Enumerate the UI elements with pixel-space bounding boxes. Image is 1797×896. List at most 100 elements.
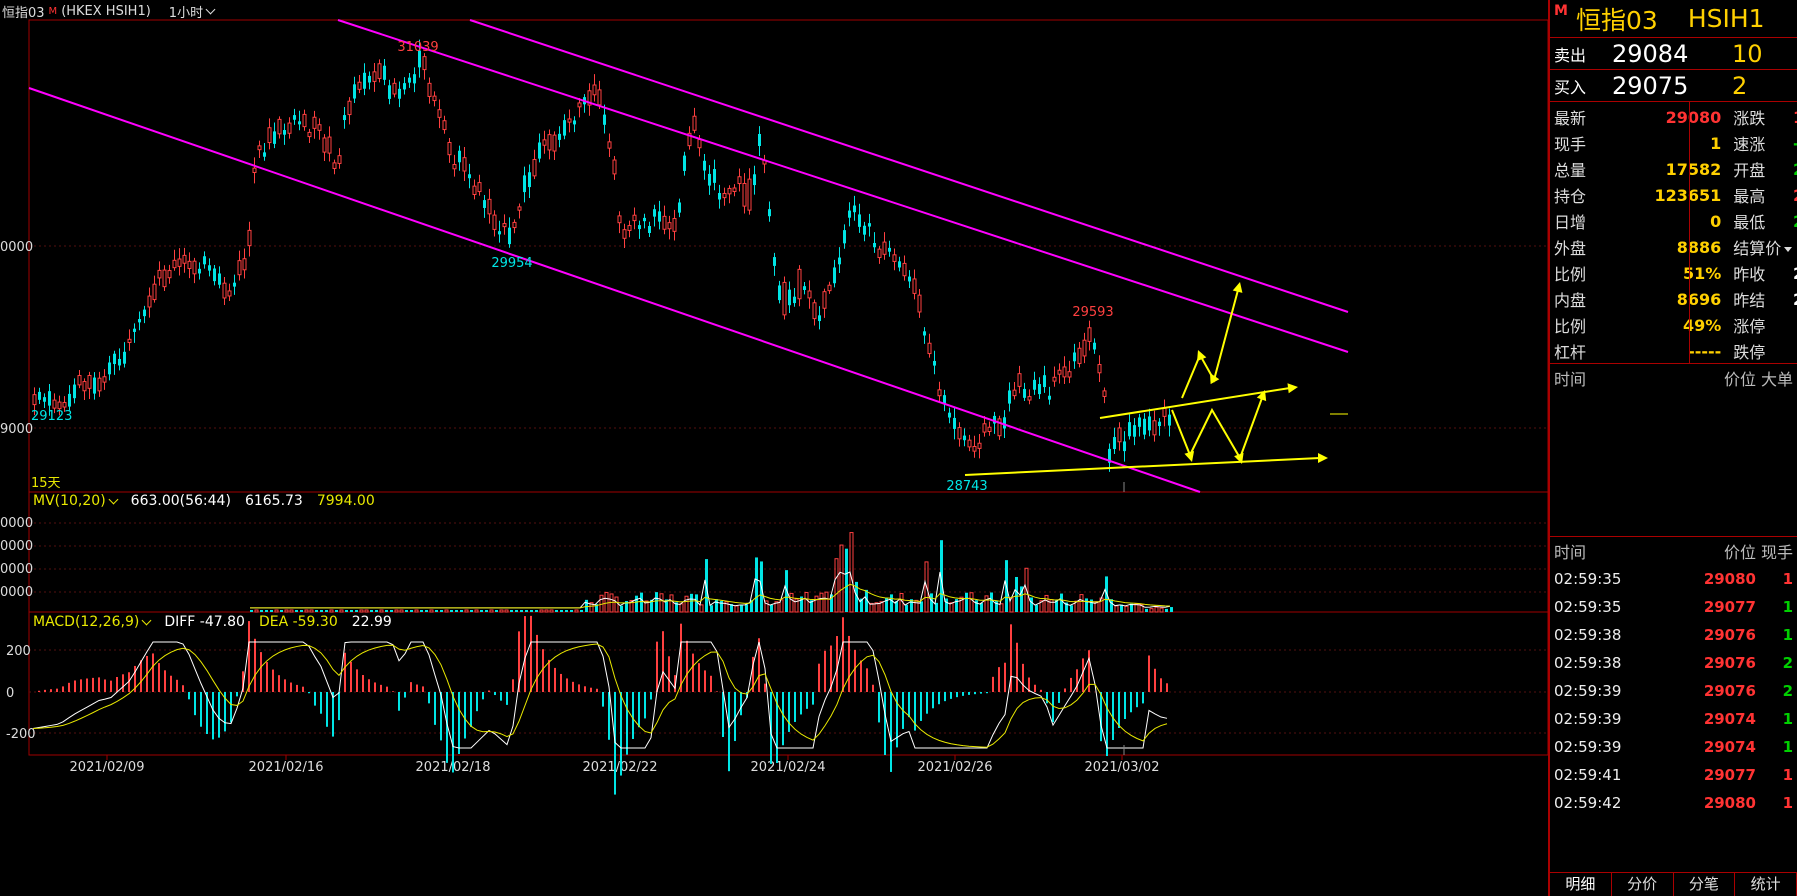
quote-value: 0 xyxy=(1710,211,1722,231)
high-price-label: 31039 xyxy=(397,40,438,55)
volume-tick-label: 0000 xyxy=(0,585,33,600)
volume-bar xyxy=(635,595,638,612)
volume-bar xyxy=(914,599,919,613)
tick-price: 29076 xyxy=(1703,626,1756,644)
candle-body xyxy=(882,241,887,255)
candle-body xyxy=(552,134,557,152)
tick-row[interactable]: 02:59:39 29076 2 xyxy=(1550,677,1797,705)
macd-indicator-selector[interactable]: MACD(12,26,9) xyxy=(33,614,152,630)
tick-time: 02:59:39 xyxy=(1554,682,1622,700)
quote-row: 现手 1 速涨 -0 xyxy=(1550,130,1797,156)
candle-body xyxy=(157,269,162,279)
dea-value: -59.30 xyxy=(292,614,338,630)
tick-row[interactable]: 02:59:41 29077 1 xyxy=(1550,761,1797,789)
quote-label: 持仓 xyxy=(1554,187,1587,206)
chart-area[interactable]: 0000 9000 0000 0000 0000 0000 200 0 -200 2021/02/… xyxy=(0,0,1548,896)
candle-body xyxy=(283,130,286,135)
tab-1[interactable]: 分价 xyxy=(1612,873,1674,896)
candle-body xyxy=(803,286,806,290)
candle-body xyxy=(937,389,942,397)
quote-value: 17582 xyxy=(1665,159,1722,179)
candle-body xyxy=(1162,407,1167,417)
volume-indicator-legend: MV(10,20) 663.00(56:44) 6165.73 7994.00 xyxy=(33,493,375,509)
candle-body xyxy=(462,157,467,172)
candle-body xyxy=(403,83,406,90)
candle-body xyxy=(477,182,482,193)
quote-row: 比例 49% 涨停 xyxy=(1550,312,1797,338)
candle-body xyxy=(848,210,851,218)
candle-body xyxy=(833,267,836,284)
volume-bar xyxy=(940,540,943,612)
candle-body xyxy=(1133,425,1136,437)
bid-label: 买入 xyxy=(1554,77,1587,97)
volume-bar xyxy=(650,599,653,612)
candle-body xyxy=(797,268,802,300)
tick-row[interactable]: 02:59:35 29080 1 xyxy=(1550,565,1797,593)
ask-row[interactable]: 卖出 29084 10 xyxy=(1550,38,1797,70)
volume-bar xyxy=(574,609,579,613)
volume-bar xyxy=(910,599,913,612)
candle-body xyxy=(502,223,507,228)
tick-qty: 2 xyxy=(1782,682,1793,700)
tab-0[interactable]: 明细 xyxy=(1550,873,1612,896)
tick-row[interactable]: 02:59:38 29076 2 xyxy=(1550,649,1797,677)
tick-time: 02:59:41 xyxy=(1554,766,1622,784)
candle-body xyxy=(853,205,856,213)
volume-bar xyxy=(810,600,813,612)
candle-body xyxy=(108,362,111,375)
tick-row[interactable]: 02:59:39 29074 1 xyxy=(1550,705,1797,733)
ticks-list[interactable]: 02:59:35 29080 1 02:59:35 29077 1 02:59:38 2907… xyxy=(1550,565,1797,817)
candle-body xyxy=(52,399,57,409)
quote-label: 昨收 xyxy=(1733,261,1793,285)
candle-body xyxy=(627,225,632,231)
quote-row: 外盘 8886 结算价 xyxy=(1550,234,1797,260)
candle-body xyxy=(592,84,597,96)
volume-bar xyxy=(1015,576,1018,612)
quote-label-text: 结算价 xyxy=(1733,239,1782,258)
volume-bar xyxy=(464,609,469,613)
tick-qty: 1 xyxy=(1782,766,1793,784)
candle-body xyxy=(102,376,107,383)
volume-bar xyxy=(724,601,729,613)
tick-time: 02:59:35 xyxy=(1554,570,1622,588)
tab-3[interactable]: 统计 xyxy=(1735,873,1797,896)
tab-2[interactable]: 分笔 xyxy=(1674,873,1736,896)
tick-row[interactable]: 02:59:42 29080 1 xyxy=(1550,789,1797,817)
ask-label: 卖出 xyxy=(1554,45,1587,65)
volume-bar xyxy=(289,609,294,613)
chart-canvas[interactable]: 0000 9000 0000 0000 0000 0000 200 0 -200 2021/02/… xyxy=(0,0,1548,896)
candle-body xyxy=(873,242,876,248)
volume-bar xyxy=(999,603,1004,613)
candle-body xyxy=(87,375,92,389)
volume-indicator-selector[interactable]: MV(10,20) xyxy=(33,493,119,509)
candle-body xyxy=(643,217,646,222)
tick-row[interactable]: 02:59:39 29074 1 xyxy=(1550,733,1797,761)
period-selector[interactable]: 1小时 xyxy=(169,2,216,21)
candle-body xyxy=(413,74,416,84)
candle-body xyxy=(1067,371,1072,378)
candle-body xyxy=(827,284,832,292)
volume-indicator-name: MV(10,20) xyxy=(33,493,106,509)
candle-body xyxy=(732,187,737,192)
quote-label: 开盘 xyxy=(1733,157,1793,181)
candle-body xyxy=(703,160,706,171)
tick-row[interactable]: 02:59:35 29077 1 xyxy=(1550,593,1797,621)
bid-row[interactable]: 买入 29075 2 xyxy=(1550,70,1797,102)
tick-row[interactable]: 02:59:38 29076 1 xyxy=(1550,621,1797,649)
candle-body xyxy=(658,211,661,222)
volume-bar xyxy=(789,592,794,613)
caret-down-icon[interactable] xyxy=(1784,246,1793,252)
quote-label: 结算价 xyxy=(1733,235,1793,259)
candle-body xyxy=(807,290,812,299)
chart-main-mark: M xyxy=(48,5,58,17)
volume-bar xyxy=(1154,606,1159,613)
candle-body xyxy=(1128,422,1131,437)
quote-grid-divider xyxy=(1689,102,1690,363)
volume-bar xyxy=(715,599,718,612)
candle-body xyxy=(648,226,651,234)
macd-indicator-legend: MACD(12,26,9) DIFF -47.80 DEA -59.30 22.… xyxy=(33,614,392,630)
candle-body xyxy=(788,289,791,306)
candle-body xyxy=(1082,339,1087,357)
candle-body xyxy=(822,291,827,309)
ask-price: 29084 xyxy=(1612,39,1689,68)
